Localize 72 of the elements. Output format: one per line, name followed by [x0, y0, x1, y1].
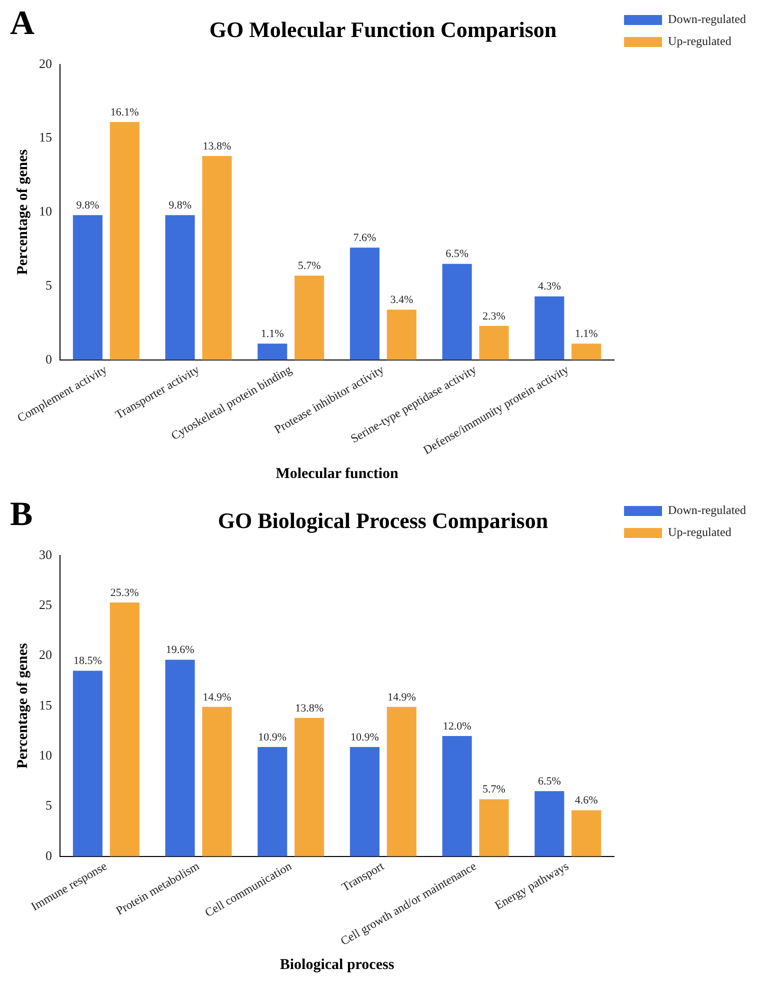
bar — [442, 736, 472, 856]
data-label: 16.1% — [110, 106, 139, 118]
data-label: 1.1% — [574, 328, 598, 340]
bar — [572, 344, 602, 360]
bar — [386, 706, 416, 856]
bar — [165, 660, 195, 856]
legend-label: Down-regulated — [668, 12, 746, 26]
y-tick-label: 25 — [39, 596, 52, 612]
y-tick-label: 10 — [39, 204, 52, 219]
data-label: 13.8% — [295, 702, 324, 714]
y-tick-label: 20 — [39, 647, 52, 662]
bar — [202, 706, 232, 856]
bar — [258, 344, 288, 360]
data-label: 14.9% — [387, 691, 416, 704]
data-label: 3.4% — [390, 294, 414, 306]
bar — [110, 602, 140, 856]
legend-label: Up-regulated — [668, 34, 732, 48]
bar — [165, 215, 195, 360]
data-label: 9.8% — [168, 199, 192, 212]
y-tick-label: 5 — [46, 798, 52, 813]
data-label: 5.7% — [482, 784, 506, 796]
data-label: 10.9% — [258, 731, 287, 744]
data-label: 14.9% — [202, 691, 232, 704]
data-label: 25.3% — [110, 586, 139, 599]
y-tick-label: 30 — [39, 546, 52, 562]
data-label: 13.8% — [202, 140, 232, 152]
bar — [72, 215, 102, 360]
bar — [572, 810, 602, 856]
chart-title: GO Biological Process Comparison — [218, 508, 548, 533]
data-label: 1.1% — [260, 328, 284, 340]
text: B — [10, 496, 33, 533]
data-label: 9.8% — [76, 199, 100, 212]
y-axis-title: Percentage of genes — [14, 149, 31, 275]
y-tick-label: 10 — [39, 747, 52, 762]
bar — [350, 248, 380, 360]
data-label: 6.5% — [446, 248, 469, 260]
bar — [294, 276, 324, 360]
legend-label: Down-regulated — [668, 503, 746, 518]
bar — [442, 264, 472, 360]
y-tick-label: 0 — [46, 351, 52, 366]
data-label: 2.3% — [482, 310, 506, 322]
x-axis-title: Biological process — [280, 956, 394, 973]
bar — [534, 791, 564, 856]
bar — [72, 670, 102, 856]
bar — [386, 310, 416, 360]
data-label: 18.5% — [73, 655, 102, 668]
y-tick-label: 20 — [39, 56, 52, 71]
data-label: 4.3% — [538, 280, 561, 293]
chart-title: GO Molecular Function Comparison — [209, 16, 557, 42]
bar — [202, 156, 232, 360]
bar — [534, 296, 564, 360]
data-label: 10.9% — [350, 731, 379, 744]
y-axis-title: Percentage of genes — [14, 642, 31, 769]
bar — [294, 718, 324, 856]
y-tick-label: 15 — [39, 130, 52, 145]
bar — [110, 122, 140, 360]
bar — [479, 799, 509, 856]
text: A — [10, 4, 35, 42]
y-tick-label: 5 — [46, 277, 52, 292]
bar — [258, 747, 288, 856]
data-label: 12.0% — [442, 720, 472, 732]
data-label: 19.6% — [166, 644, 194, 656]
y-tick-label: 15 — [39, 697, 52, 712]
x-axis-title: Molecular function — [276, 466, 399, 482]
legend-label: Up-regulated — [668, 525, 732, 540]
bar — [479, 326, 509, 360]
bar — [350, 747, 380, 856]
data-label: 7.6% — [353, 232, 376, 244]
data-label: 5.7% — [298, 260, 321, 272]
data-label: 6.5% — [538, 776, 561, 788]
data-label: 4.6% — [574, 794, 598, 807]
y-tick-label: 0 — [46, 848, 52, 863]
